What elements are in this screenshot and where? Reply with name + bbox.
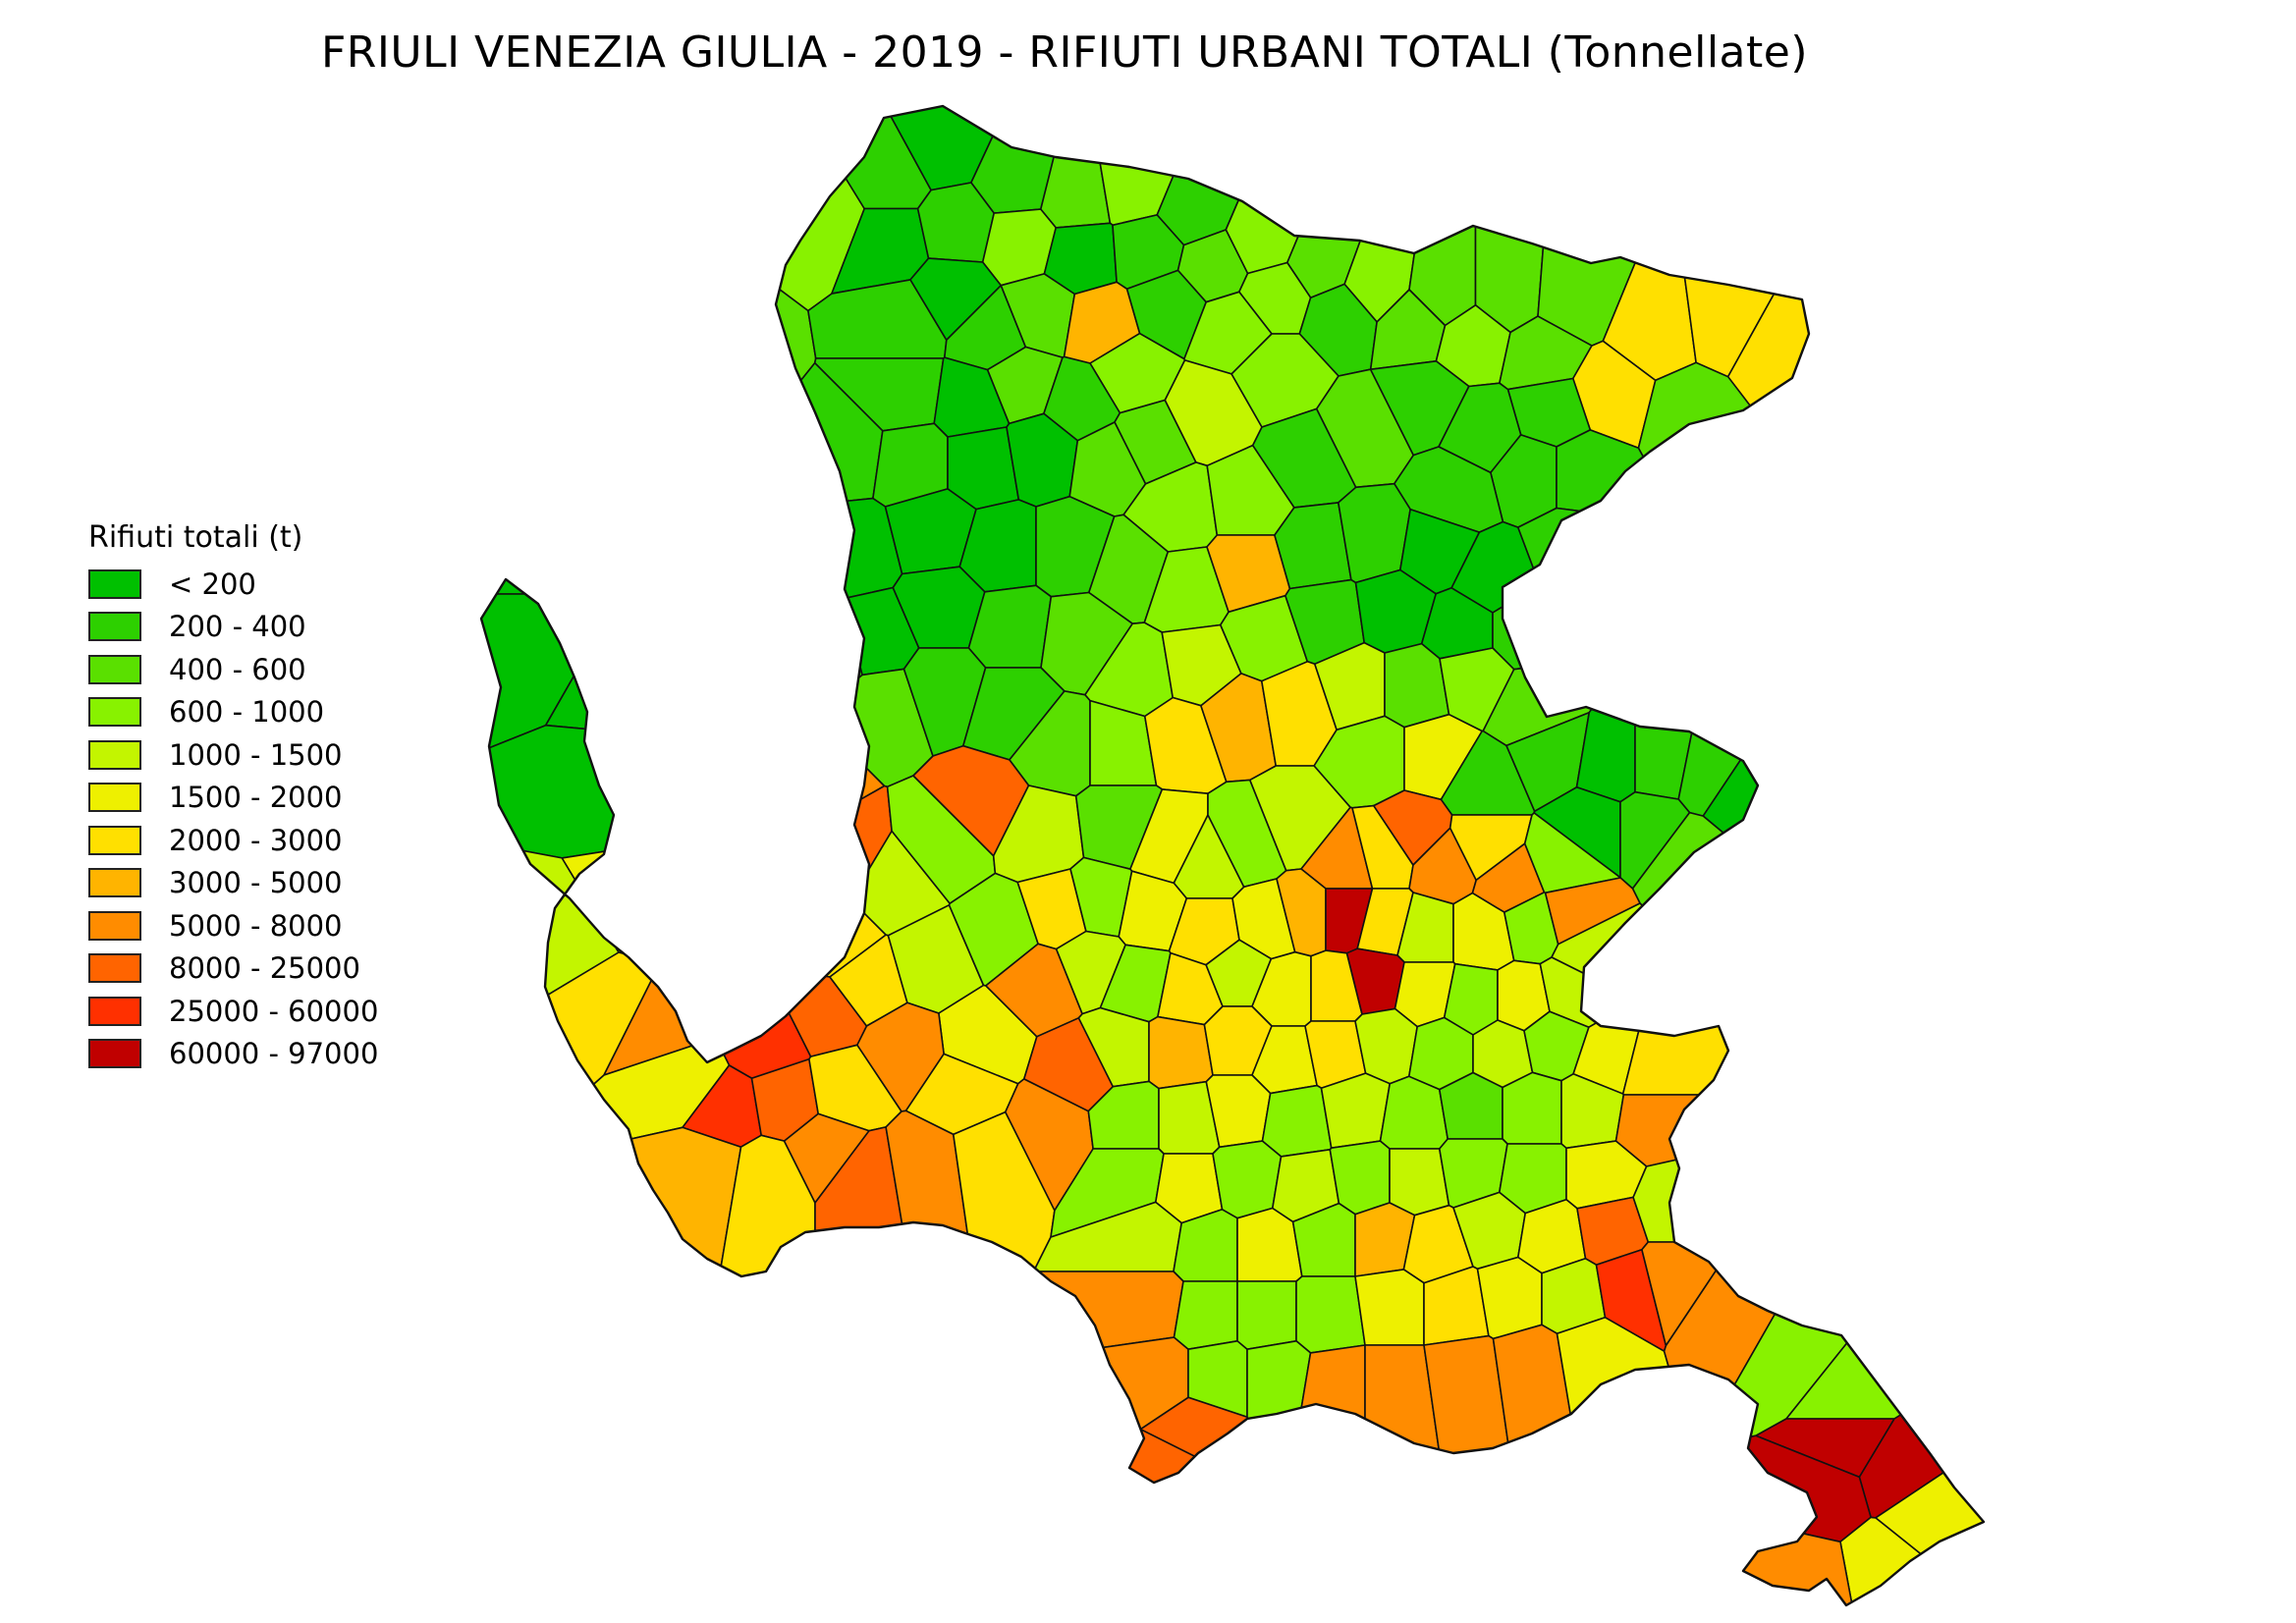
legend-item: 1000 - 1500: [88, 733, 378, 777]
legend-label: 60000 - 97000: [169, 1037, 379, 1071]
legend-swatch: [88, 612, 141, 642]
municipality-region[interactable]: [1726, 86, 2003, 738]
municipality-region[interactable]: [725, 813, 817, 899]
legend-rows: < 200 200 - 400 400 - 600 600 - 1000 1000 - …: [88, 563, 378, 1075]
municipality-region[interactable]: [462, 1478, 1857, 1623]
legend-swatch: [88, 825, 141, 855]
legend-label: 1000 - 1500: [169, 737, 343, 772]
legend-label: 8000 - 25000: [169, 951, 360, 986]
municipality-region[interactable]: [1408, 86, 1477, 327]
legend-item: 60000 - 97000: [88, 1033, 378, 1076]
municipality-region[interactable]: [1354, 1269, 1425, 1346]
legend-item: 25000 - 60000: [88, 990, 378, 1033]
legend-item: 5000 - 8000: [88, 904, 378, 947]
municipality-region[interactable]: [1702, 364, 2003, 1067]
legend-label: 1500 - 2000: [169, 781, 343, 815]
legend-label: 5000 - 8000: [169, 908, 343, 943]
municipality-regions: [462, 86, 2003, 1623]
legend: Rifiuti totali (t) < 200 200 - 400 400 - 6…: [88, 520, 378, 1075]
municipality-region[interactable]: [909, 257, 1003, 342]
legend-item: 200 - 400: [88, 606, 378, 649]
municipality-region[interactable]: [462, 1126, 742, 1623]
municipality-region[interactable]: [462, 1428, 1368, 1623]
municipality-region[interactable]: [1476, 1256, 1543, 1340]
municipality-region[interactable]: [508, 86, 865, 312]
municipality-region[interactable]: [1631, 811, 1939, 1012]
legend-item: 1500 - 2000: [88, 777, 378, 820]
municipality-region[interactable]: [1621, 967, 2003, 1096]
legend-swatch: [88, 783, 141, 813]
legend-swatch: [88, 568, 141, 599]
municipality-region[interactable]: [1173, 1280, 1238, 1350]
municipality-region[interactable]: [462, 234, 743, 494]
municipality-region[interactable]: [783, 592, 863, 708]
municipality-region[interactable]: [1236, 1280, 1297, 1350]
municipality-region[interactable]: [1517, 507, 1767, 649]
legend-label: 400 - 600: [169, 652, 306, 686]
legend-title: Rifiuti totali (t): [88, 520, 303, 555]
legend-item: < 200: [88, 563, 378, 606]
municipality-region[interactable]: [1338, 482, 1411, 584]
municipality-region[interactable]: [657, 878, 738, 965]
legend-swatch: [88, 910, 141, 941]
legend-label: 200 - 400: [169, 610, 306, 644]
municipality-region[interactable]: [1261, 1084, 1333, 1158]
legend-swatch: [88, 697, 141, 728]
legend-item: 8000 - 25000: [88, 947, 378, 991]
municipality-region[interactable]: [716, 725, 785, 823]
municipality-region[interactable]: [462, 349, 603, 595]
municipality-region[interactable]: [622, 804, 740, 880]
municipality-region[interactable]: [462, 318, 707, 555]
municipality-region[interactable]: [728, 897, 813, 989]
region-outline: [479, 104, 1986, 1607]
municipality-region[interactable]: [1389, 1148, 1450, 1217]
municipality-region[interactable]: [462, 86, 817, 416]
municipality-region[interactable]: [1212, 1140, 1283, 1219]
map-title: FRIULI VENEZIA GIULIA - 2019 - RIFIUTI U…: [321, 27, 1808, 78]
municipality-region[interactable]: [1614, 1094, 1970, 1167]
legend-swatch: [88, 1039, 141, 1069]
municipality-region[interactable]: [1502, 1071, 1562, 1145]
municipality-region[interactable]: [1295, 1275, 1366, 1354]
legend-swatch: [88, 868, 141, 898]
municipality-region[interactable]: [1148, 1015, 1214, 1090]
legend-label: 25000 - 60000: [169, 994, 379, 1028]
legend-label: < 200: [169, 567, 256, 601]
legend-label: 2000 - 3000: [169, 823, 343, 857]
legend-item: 600 - 1000: [88, 691, 378, 734]
municipality-region[interactable]: [1492, 583, 1642, 671]
legend-swatch: [88, 739, 141, 770]
legend-swatch: [88, 953, 141, 984]
municipality-region[interactable]: [636, 551, 726, 699]
municipality-region[interactable]: [562, 535, 687, 636]
legend-label: 3000 - 5000: [169, 866, 343, 900]
municipality-region[interactable]: [705, 568, 799, 680]
municipality-region[interactable]: [602, 685, 711, 777]
legend-item: 3000 - 5000: [88, 862, 378, 905]
municipality-region[interactable]: [705, 665, 828, 753]
legend-item: 400 - 600: [88, 648, 378, 691]
legend-swatch: [88, 654, 141, 684]
municipality-region[interactable]: [647, 713, 718, 806]
legend-swatch: [88, 996, 141, 1026]
legend-item: 2000 - 3000: [88, 819, 378, 862]
legend-label: 600 - 1000: [169, 695, 325, 730]
municipality-region[interactable]: [1785, 1147, 2003, 1420]
municipality-region[interactable]: [702, 392, 823, 512]
municipality-region[interactable]: [688, 510, 816, 604]
municipality-region[interactable]: [462, 1336, 1189, 1566]
municipality-region[interactable]: [1320, 1072, 1391, 1149]
